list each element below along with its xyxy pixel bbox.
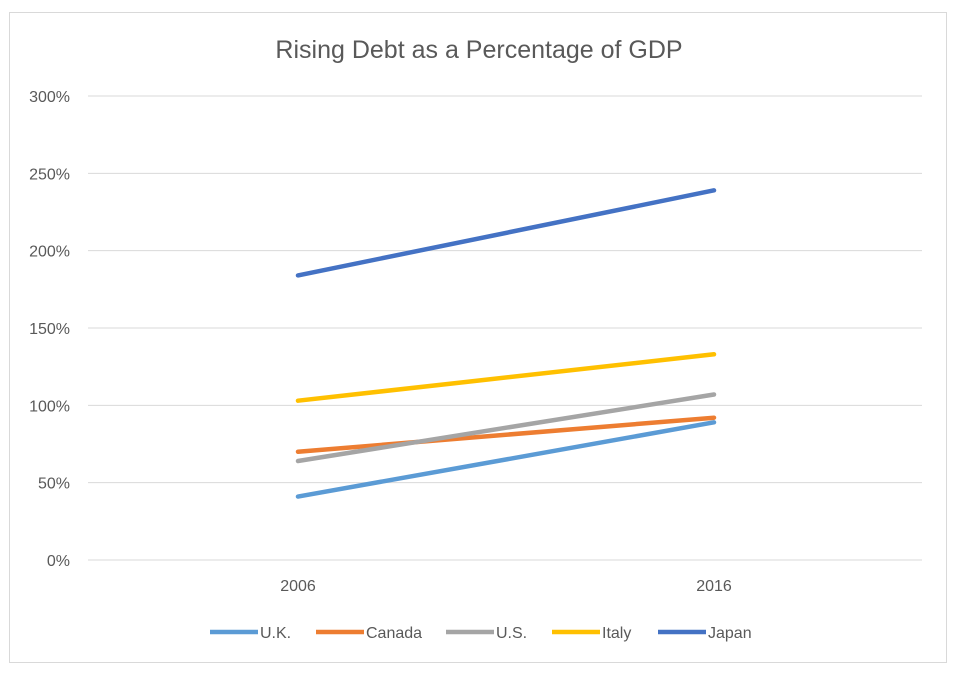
legend-item: U.S. (446, 625, 527, 642)
series-line-canada (295, 415, 717, 454)
gridlines (88, 95, 922, 561)
y-tick-label: 150% (29, 321, 70, 338)
legend-label: U.S. (496, 625, 527, 642)
x-tick-label: 2006 (280, 578, 316, 595)
legend-item: Italy (552, 625, 631, 642)
y-tick-label: 0% (47, 553, 70, 570)
legend-item: Japan (658, 625, 752, 642)
y-tick-label: 200% (29, 244, 70, 261)
y-tick-label: 300% (29, 89, 70, 106)
legend-item: U.K. (210, 625, 291, 642)
legend-label: Canada (366, 625, 422, 642)
x-tick-label: 2016 (696, 578, 732, 595)
legend: U.K. Canada U.S. Italy Japan (210, 625, 752, 642)
legend-label: Italy (602, 625, 631, 642)
legend-label: U.K. (260, 625, 291, 642)
x-axis-ticks: 2006 2016 (280, 578, 732, 595)
series-line-uk (295, 420, 717, 499)
chart-frame (9, 12, 947, 663)
y-axis-ticks: 0% 50% 100% 150% 200% 250% 300% (29, 89, 70, 570)
legend-item: Canada (316, 625, 422, 642)
series-line-japan (295, 188, 717, 278)
y-tick-label: 250% (29, 166, 70, 183)
y-tick-label: 100% (29, 398, 70, 415)
series-line-us (295, 392, 717, 464)
series-line-italy (295, 352, 717, 403)
y-tick-label: 50% (38, 476, 70, 493)
legend-label: Japan (708, 625, 752, 642)
chart-title: Rising Debt as a Percentage of GDP (275, 36, 682, 64)
series-lines (295, 188, 717, 499)
